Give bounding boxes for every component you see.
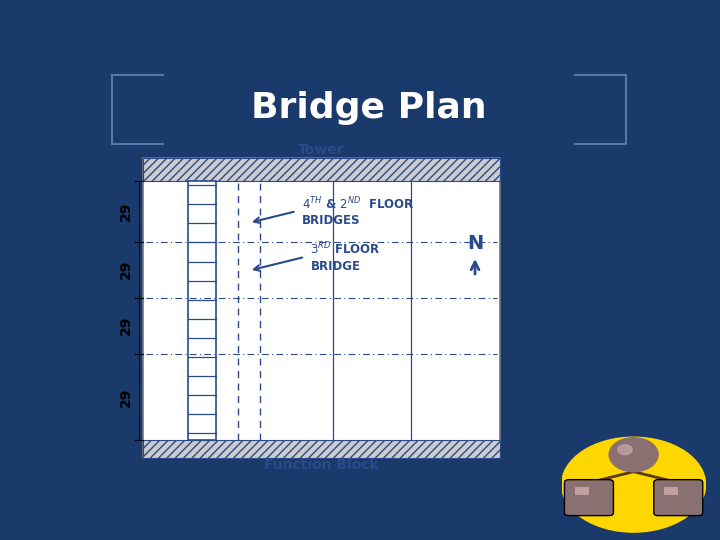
Text: 29: 29 — [120, 260, 133, 279]
Bar — [575, 487, 589, 495]
Bar — [143, 158, 500, 458]
Bar — [143, 158, 500, 181]
Text: Function Block: Function Block — [264, 458, 379, 472]
Bar — [143, 440, 500, 458]
Text: 29: 29 — [120, 387, 133, 407]
Text: $4^{TH}$ & $2^{ND}$  FLOOR
BRIDGES: $4^{TH}$ & $2^{ND}$ FLOOR BRIDGES — [302, 195, 415, 227]
Bar — [664, 487, 678, 495]
FancyBboxPatch shape — [654, 480, 703, 516]
Text: N: N — [467, 234, 483, 253]
Text: Tower: Tower — [298, 143, 345, 157]
Text: Bridge Plan: Bridge Plan — [251, 91, 487, 125]
Text: 29: 29 — [120, 201, 133, 221]
Ellipse shape — [562, 437, 706, 532]
Circle shape — [618, 445, 632, 455]
Text: 29: 29 — [120, 316, 133, 335]
FancyBboxPatch shape — [564, 480, 613, 516]
Text: $3^{RD}$ FLOOR
BRIDGE: $3^{RD}$ FLOOR BRIDGE — [310, 241, 381, 273]
Bar — [188, 181, 215, 440]
Circle shape — [609, 438, 658, 471]
